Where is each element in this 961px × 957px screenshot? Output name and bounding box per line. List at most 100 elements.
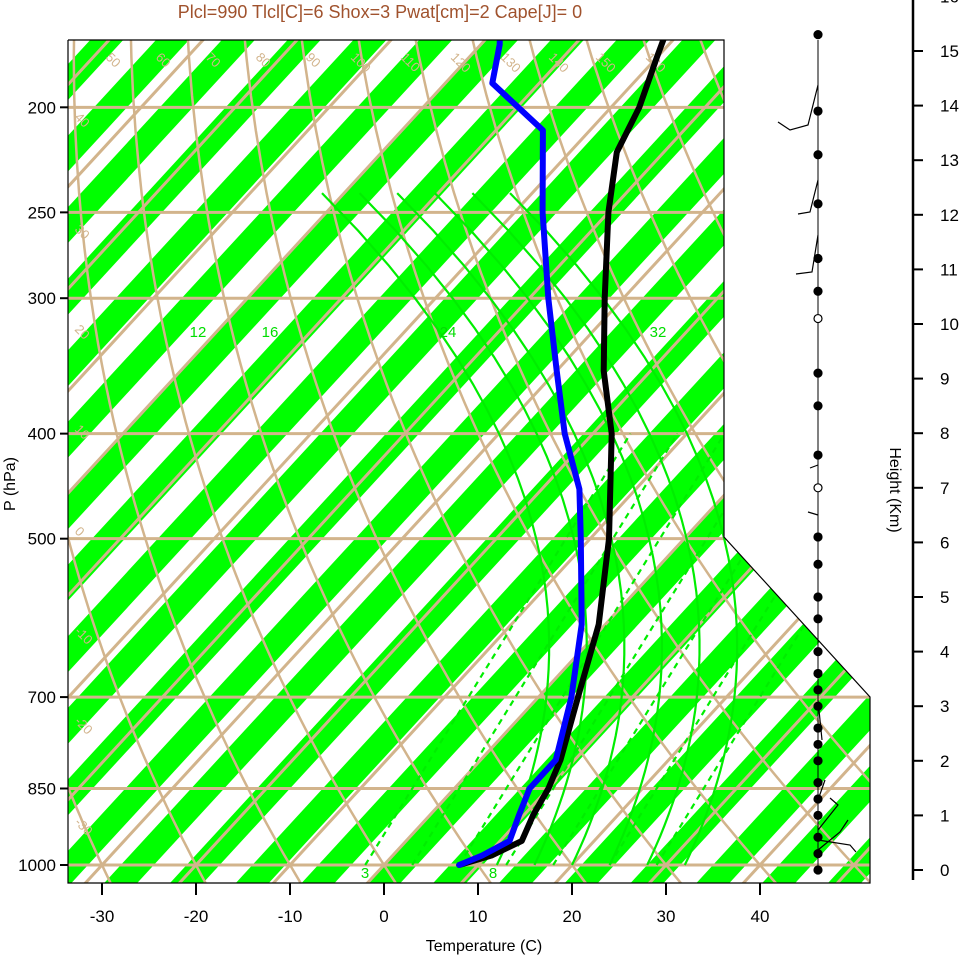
wind-level-dot: [813, 685, 823, 695]
green-band: [68, 40, 857, 883]
dry-adiabat-line: [286, 40, 686, 883]
p-tick-label: 1000: [18, 856, 56, 875]
green-band: [68, 40, 791, 883]
wind-level-dot: [813, 286, 823, 296]
height-axis: 012345678910111213141516: [911, 0, 959, 880]
p-tick-label: 850: [28, 779, 56, 798]
green-band: [95, 40, 870, 883]
green-band: [68, 40, 396, 883]
height-tick-label: 5: [940, 588, 949, 607]
dry-adiabat-line: [435, 40, 870, 883]
green-band: [753, 40, 870, 883]
wind-barb: [817, 819, 849, 851]
isotherm-label: 20: [728, 231, 749, 252]
mixing-ratio-label: 3: [361, 865, 369, 882]
wind-level-dot: [813, 30, 823, 40]
plot-frame: [67, 39, 871, 884]
moist-adiabat-line: [471, 192, 701, 866]
x-tick-label: 40: [751, 907, 770, 926]
wind-level-dot: [813, 483, 823, 493]
x-tick-label: -20: [184, 907, 209, 926]
green-band: [621, 40, 870, 883]
mixing-ratio-label: 12: [190, 324, 207, 341]
wind-level-dot: [813, 646, 823, 657]
wind-level-dot: [813, 832, 823, 842]
isotherm-label: 10: [728, 339, 749, 360]
isotherm-label: 30: [728, 121, 749, 142]
wind-level-dot: [813, 778, 823, 788]
height-tick-label: 6: [940, 533, 949, 552]
dry-adiabat-line: [68, 40, 210, 883]
wind-level-dot: [813, 614, 823, 624]
wind-level-dot: [813, 810, 823, 821]
wind-level-dot: [813, 865, 823, 875]
mixing-ratio-label: 32: [650, 324, 667, 341]
wind-barb: [817, 699, 823, 741]
wind-barb: [817, 797, 839, 831]
wind-level-dot: [813, 723, 823, 733]
wind-level-dot: [813, 532, 823, 542]
pressure-axis: 1001502002503004005007008501000: [18, 98, 68, 875]
wind-barb: [817, 779, 826, 801]
x-tick-label: 30: [657, 907, 676, 926]
dry-adiabat-line: [72, 40, 305, 883]
mixing-ratio-label: 16: [262, 324, 279, 341]
x-axis: -30 -20 -10 0 10 20 30 40: [90, 883, 770, 926]
green-band: [555, 40, 870, 883]
wind-barb: [795, 234, 819, 275]
height-tick-label: 16: [940, 0, 959, 6]
p-tick-label: 250: [28, 203, 56, 222]
green-band: [68, 40, 462, 883]
isotherm-label: -30: [842, 646, 866, 670]
x-tick-label: -10: [278, 907, 303, 926]
dewpoint-line: [456, 40, 585, 868]
height-tick-label: 11: [940, 260, 958, 279]
isotherm-label: 0: [72, 524, 88, 540]
moist-adiabat-line: [509, 192, 739, 866]
wind-level-dot: [813, 739, 823, 750]
height-tick-label: 4: [940, 643, 949, 662]
green-band: [68, 40, 593, 883]
green-band: [68, 40, 659, 883]
isotherm-line: [911, 0, 961, 905]
height-tick-label: 14: [940, 97, 959, 116]
green-band: [68, 40, 725, 883]
x-axis-label: Temperature (C): [426, 938, 542, 955]
isotherm-line: [0, 0, 52, 905]
wind-level-dot: [813, 559, 823, 569]
wind-barb: [777, 84, 819, 131]
height-tick-label: 9: [940, 370, 949, 389]
moist-adiabat-line: [396, 192, 626, 866]
green-band: [292, 40, 870, 883]
p-tick-label: 400: [28, 425, 56, 444]
isotherm-line: [68, 40, 241, 883]
height-tick-label: 15: [940, 42, 959, 61]
moist-adiabat-line: [358, 192, 588, 866]
mixing-ratio-label: 8: [489, 865, 497, 882]
p-tick-label: 300: [28, 289, 56, 308]
height-tick-label: 10: [940, 315, 959, 334]
isotherm-line: [68, 40, 617, 883]
p-tick-label: 700: [28, 688, 56, 707]
wind-level-dot: [813, 756, 823, 766]
height-tick-label: 8: [940, 424, 949, 443]
dry-adiabat-line: [780, 40, 870, 883]
dry-adiabat-line: [533, 40, 870, 883]
isotherm-label: -10: [747, 533, 771, 557]
wind-level-dot: [813, 199, 823, 209]
dry-adiabat-line: [385, 40, 870, 883]
wind-level-dot: [813, 849, 823, 859]
isotherm-label: 0: [728, 458, 744, 474]
green-band: [68, 40, 528, 883]
height-tick-label: 7: [940, 479, 949, 498]
x-tick-label: 0: [379, 907, 388, 926]
isotherm-line: [252, 40, 870, 883]
wind-barb-column: [777, 30, 857, 875]
wind-level-dot: [813, 450, 823, 460]
wind-barb: [807, 511, 819, 516]
wind-barb: [797, 179, 819, 215]
wind-barb: [817, 839, 857, 853]
wind-level-dot: [813, 106, 823, 116]
dry-adiabat-line: [183, 40, 496, 883]
